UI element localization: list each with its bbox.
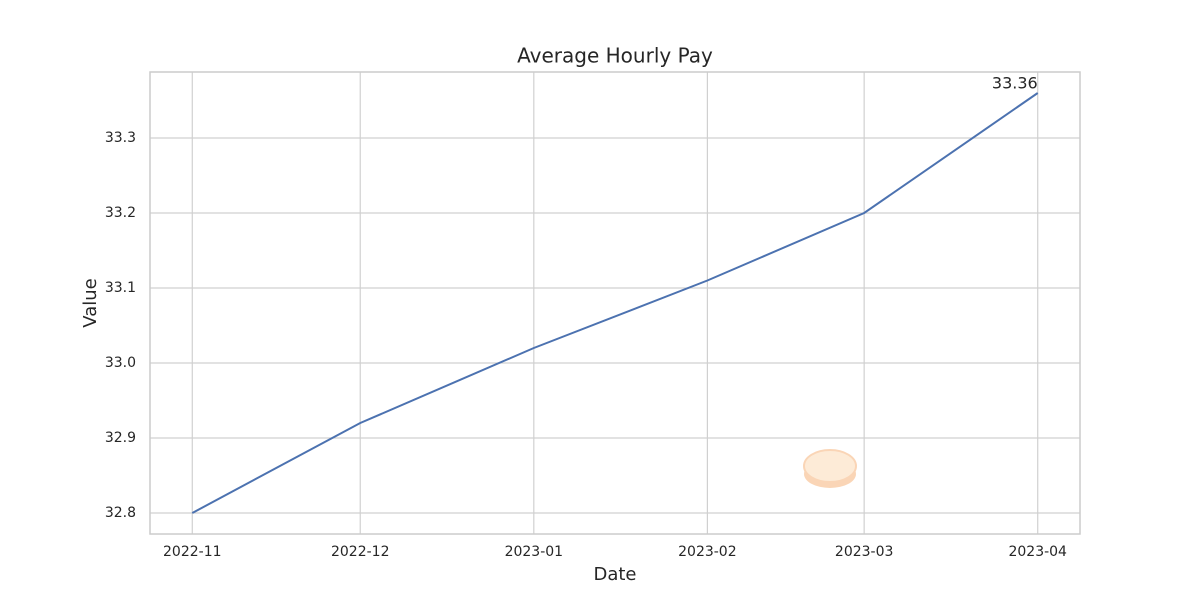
chart-title: Average Hourly Pay — [517, 44, 713, 68]
x-tick-label: 2023-01 — [505, 544, 564, 560]
y-tick-label: 32.9 — [105, 430, 136, 446]
x-tick-label: 2023-04 — [1008, 544, 1067, 560]
plot-frame — [149, 71, 1081, 535]
watermark — [803, 449, 857, 488]
x-axis-label: Date — [593, 564, 636, 585]
value-label: 33.36 — [992, 74, 1038, 93]
watermark-base — [804, 460, 856, 488]
data-line — [191, 92, 1039, 514]
x-tick-label: 2022-11 — [163, 544, 222, 560]
y-tick-label: 33.1 — [105, 280, 136, 296]
y-tick-label: 32.8 — [105, 505, 136, 521]
x-tick-label: 2022-12 — [331, 544, 390, 560]
x-tick-label: 2023-02 — [678, 544, 737, 560]
y-axis-label: Value — [80, 278, 101, 327]
y-tick-label: 33.0 — [105, 355, 136, 371]
y-tick-label: 33.2 — [105, 205, 136, 221]
y-tick-label: 33.3 — [105, 130, 136, 146]
x-tick-label: 2023-03 — [835, 544, 894, 560]
watermark-top — [803, 449, 857, 483]
grid — [150, 72, 1080, 534]
